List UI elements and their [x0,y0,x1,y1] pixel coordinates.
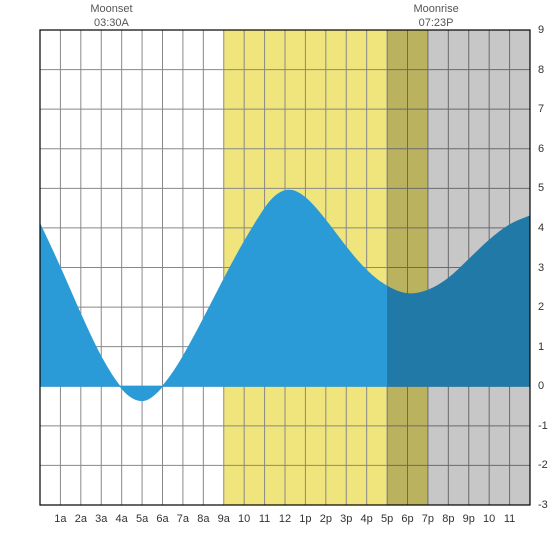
x-tick-label: 3a [95,513,107,525]
y-tick-label: 1 [538,341,544,353]
y-tick-label: -2 [538,459,548,471]
x-tick-label: 10 [238,513,250,525]
y-tick-label: 9 [538,24,544,36]
x-tick-label: 11 [504,513,515,525]
y-tick-label: 3 [538,262,544,274]
tide-chart: 1a2a3a4a5a6a7a8a9a1011121p2p3p4p5p6p7p8p… [0,0,550,550]
x-tick-label: 3p [340,513,352,525]
x-tick-label: 12 [279,513,291,525]
x-tick-label: 4p [361,513,373,525]
x-tick-label: 7p [422,513,434,525]
x-tick-label: 9a [218,513,230,525]
x-tick-label: 8p [442,513,454,525]
x-tick-label: 10 [483,513,495,525]
y-tick-label: 5 [538,182,544,194]
y-tick-label: -3 [538,499,548,511]
x-tick-label: 1p [299,513,311,525]
x-tick-label: 6p [401,513,413,525]
moonset-time: 03:30A [81,16,141,30]
x-tick-label: 9p [463,513,475,525]
x-tick-label: 4a [116,513,128,525]
x-tick-label: 7a [177,513,189,525]
y-tick-label: 4 [538,222,544,234]
moonrise-time: 07:23P [406,16,466,30]
moonset-annotation: Moonset03:30A [81,2,141,31]
y-tick-label: 6 [538,143,544,155]
y-tick-label: -1 [538,420,548,432]
x-tick-label: 1a [54,513,66,525]
x-tick-label: 5p [381,513,393,525]
x-tick-label: 8a [197,513,209,525]
x-tick-label: 6a [156,513,168,525]
x-tick-label: 5a [136,513,148,525]
moonrise-title: Moonrise [406,2,466,16]
y-tick-label: 8 [538,64,544,76]
y-tick-label: 7 [538,103,544,115]
y-tick-label: 0 [538,380,544,392]
night-overlay [387,30,530,505]
moonrise-annotation: Moonrise07:23P [406,2,466,31]
chart-svg [0,0,550,550]
moonset-title: Moonset [81,2,141,16]
y-tick-label: 2 [538,301,544,313]
x-tick-label: 2a [75,513,87,525]
x-tick-label: 11 [259,513,270,525]
x-tick-label: 2p [320,513,332,525]
